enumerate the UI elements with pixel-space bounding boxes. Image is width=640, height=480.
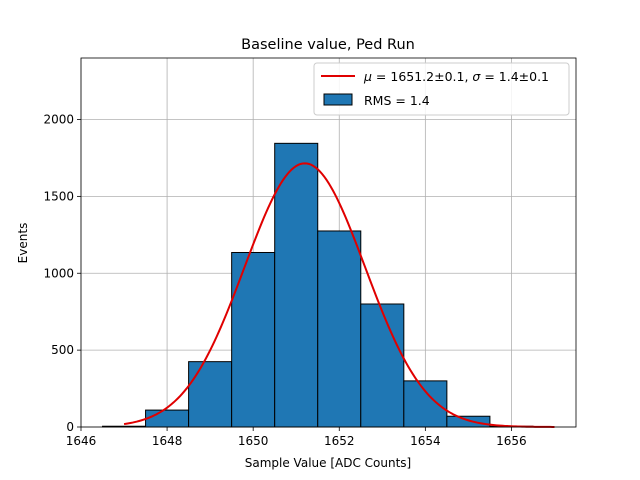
legend-mu-symbol: μ: [363, 69, 372, 84]
histogram-bar: [231, 251, 276, 428]
legend-mu-value: = 1651.2±0.1,: [372, 69, 472, 84]
y-tick-label: 0: [66, 420, 74, 434]
legend: μ = 1651.2±0.1, σ = 1.4±0.1 RMS = 1.4: [313, 62, 570, 116]
histogram-bar: [446, 415, 491, 428]
x-tick-label: 1650: [238, 434, 269, 448]
gaussian-fit: [123, 162, 555, 428]
axis-ticks: 1646 1648 1650 1652 1654 1656 0 500 1000 1500 2000: [43, 113, 526, 449]
x-tick-label: 1656: [496, 434, 527, 448]
histogram-bar: [145, 409, 190, 428]
x-axis-label: Sample Value [ADC Counts]: [245, 456, 411, 470]
x-tick-label: 1652: [324, 434, 355, 448]
legend-sigma-value: = 1.4±0.1: [480, 69, 549, 84]
legend-fit-label: μ = 1651.2±0.1, σ = 1.4±0.1: [363, 69, 549, 84]
x-tick-label: 1654: [410, 434, 441, 448]
plot-frame: [80, 57, 577, 428]
y-axis-label: Events: [16, 223, 30, 264]
gaussian-fit-curve: [123, 162, 555, 428]
y-tick-label: 1000: [43, 266, 74, 280]
y-tick-label: 500: [51, 343, 74, 357]
x-tick-label: 1648: [152, 434, 183, 448]
legend-box: [313, 62, 570, 116]
histogram-bar: [274, 142, 319, 428]
legend-sigma-symbol: σ: [472, 69, 481, 84]
histogram-bar: [360, 303, 405, 428]
chart-title: Baseline value, Ped Run: [241, 37, 415, 53]
histogram-bar: [188, 361, 233, 428]
x-tick-label: 1646: [66, 434, 97, 448]
y-tick-label: 1500: [43, 189, 74, 203]
legend-hist-swatch: [323, 93, 353, 106]
histogram-bar: [403, 380, 448, 428]
legend-hist-label: RMS = 1.4: [364, 93, 430, 108]
y-tick-label: 2000: [43, 113, 74, 127]
histogram-bar: [317, 230, 362, 428]
